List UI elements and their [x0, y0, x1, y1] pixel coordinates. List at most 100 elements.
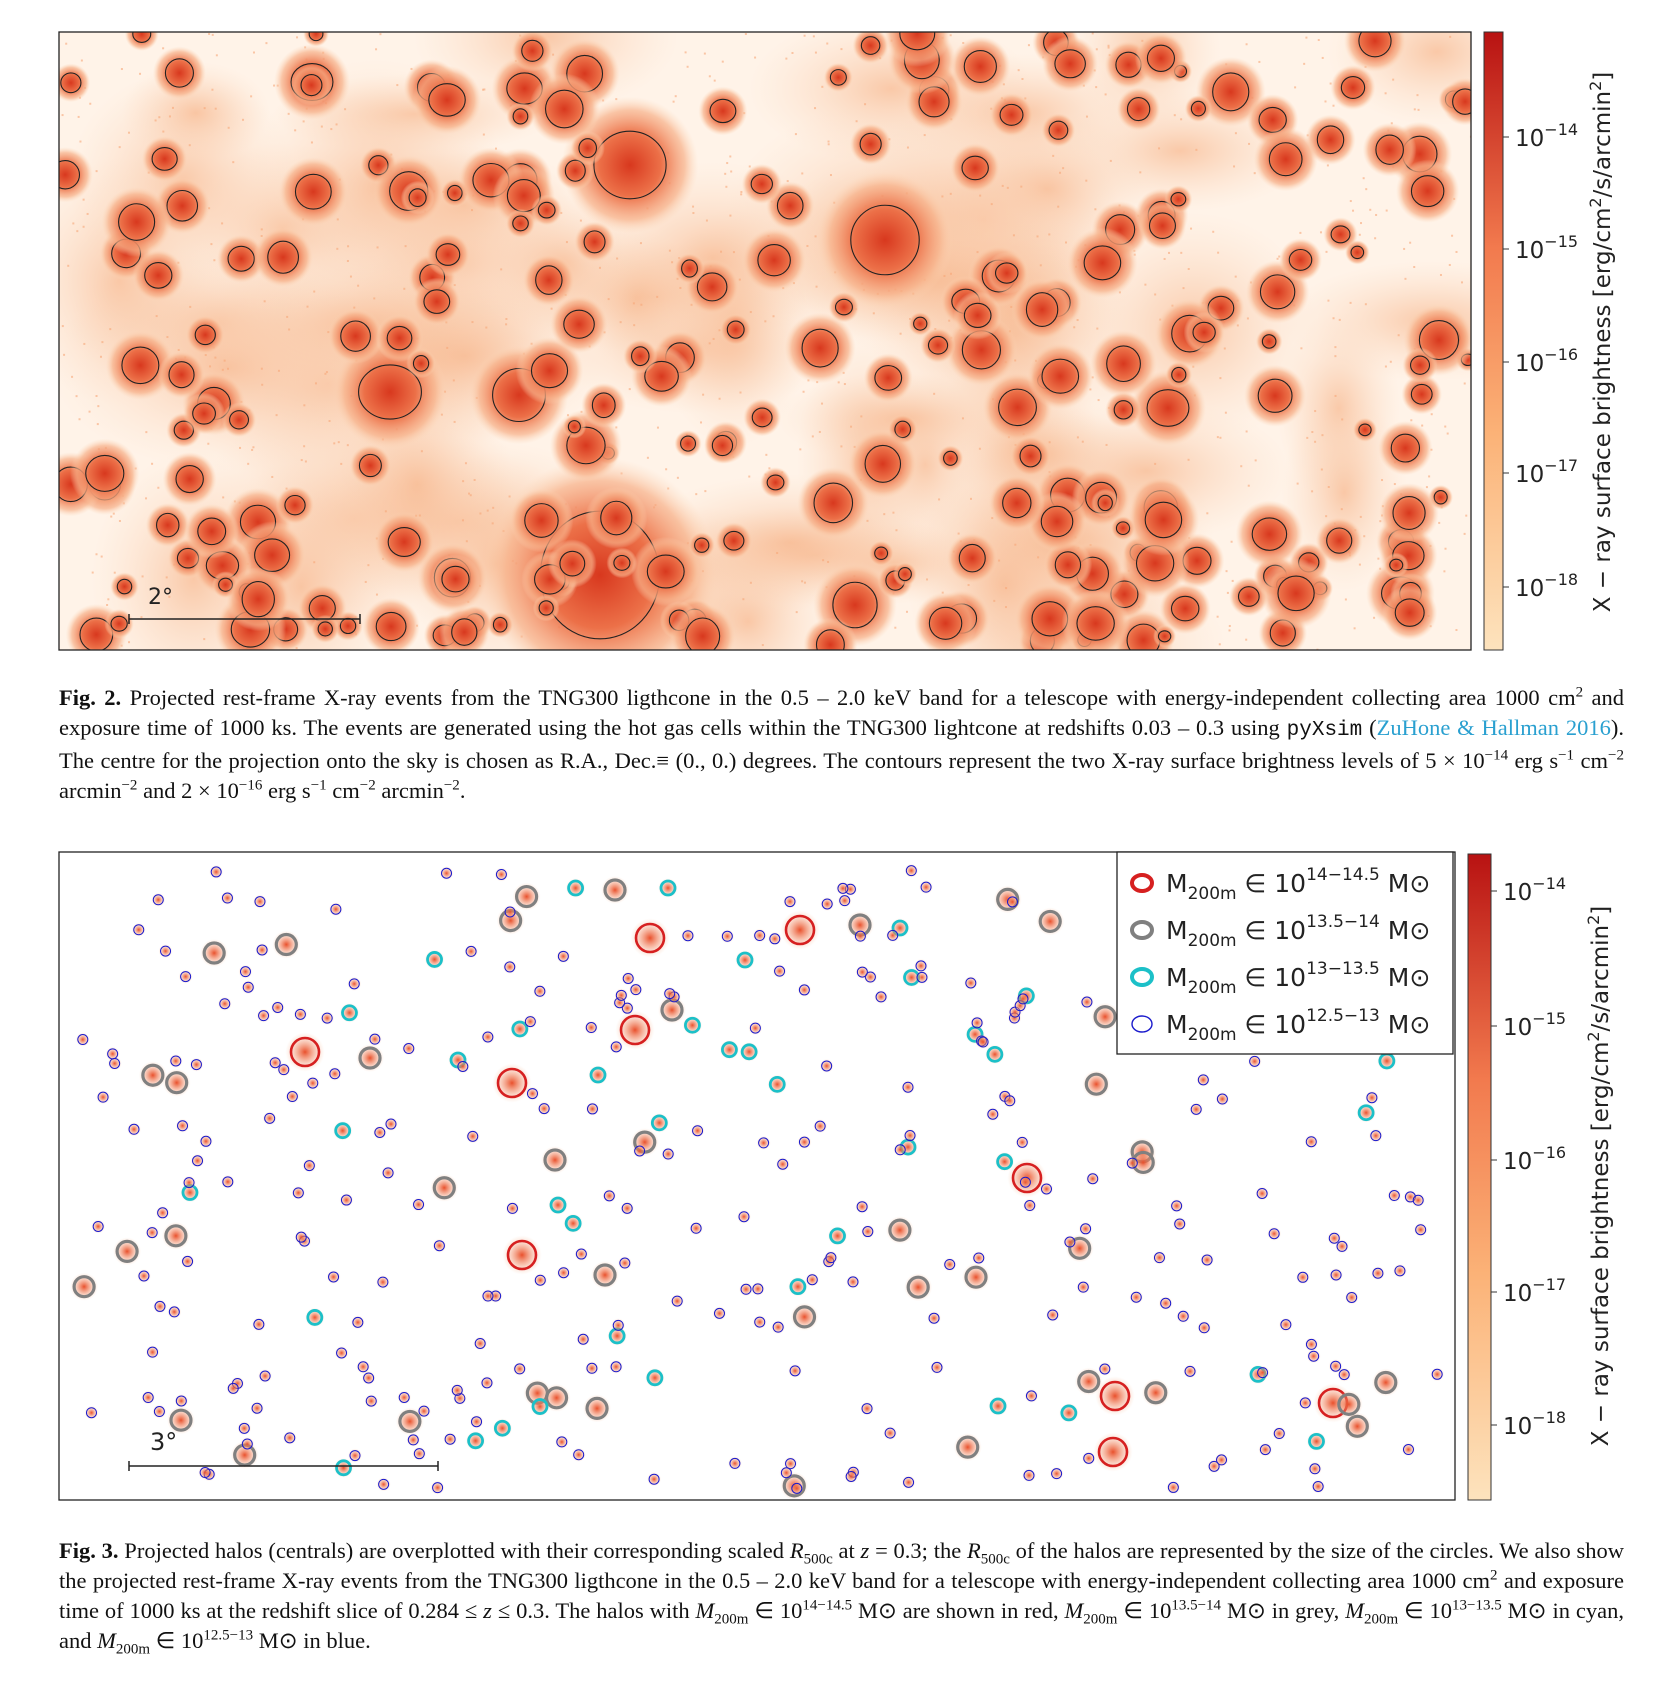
speckle [1340, 508, 1343, 511]
speckle [821, 402, 824, 405]
speckle [1455, 250, 1458, 253]
speckle [1107, 46, 1110, 49]
speckle [250, 95, 253, 98]
emission [1278, 238, 1323, 282]
halo [403, 1043, 415, 1055]
halo [142, 1392, 154, 1404]
halo [977, 1036, 989, 1048]
halo [556, 1436, 568, 1448]
speckle [628, 388, 631, 391]
speckle [505, 317, 508, 320]
speckle [75, 395, 78, 398]
caption-text: M [1064, 1598, 1084, 1623]
citation-link[interactable]: ZuHone & Hallman 2016 [1376, 715, 1611, 740]
contour [646, 554, 685, 589]
halo [575, 1248, 587, 1260]
contour [1268, 142, 1303, 177]
emission [1138, 201, 1187, 250]
speckle [814, 107, 817, 110]
speckle [330, 128, 333, 131]
contour [175, 465, 204, 494]
speckle [801, 580, 804, 583]
haze [1281, 393, 1408, 592]
tick-exponent: −16 [1544, 345, 1578, 364]
emission [950, 143, 1000, 193]
contour [1146, 389, 1190, 427]
speckle [1017, 69, 1020, 72]
speckle [705, 219, 708, 222]
halo [690, 1222, 702, 1234]
contour [121, 346, 160, 385]
speckle [168, 115, 171, 118]
speckle [749, 581, 752, 584]
contour [375, 611, 407, 642]
speckle [1052, 154, 1055, 157]
halo [238, 1422, 250, 1434]
halo [109, 1057, 121, 1069]
speckle [336, 218, 339, 221]
halo [531, 1398, 549, 1415]
speckle [1324, 100, 1327, 103]
caption-text: z [483, 1598, 492, 1623]
speckle [177, 348, 180, 351]
speckle [1448, 263, 1451, 266]
caption-text: 200m [115, 1641, 151, 1658]
contour [428, 83, 466, 117]
legend-sub: 200m [1188, 1025, 1237, 1045]
emission [849, 123, 892, 165]
emission [303, 32, 329, 47]
halo [931, 1361, 943, 1373]
halo [944, 1258, 956, 1270]
halo [1019, 1176, 1031, 1188]
speckle [420, 450, 423, 453]
speckle [251, 448, 254, 451]
speckle [367, 564, 370, 567]
tick-exponent: −17 [1544, 456, 1578, 475]
speckle [1325, 515, 1328, 518]
halo [1077, 1281, 1089, 1293]
speckle [855, 120, 858, 123]
contour [1251, 517, 1288, 551]
speckle [1384, 92, 1387, 95]
halo [538, 1103, 550, 1115]
contour [1212, 72, 1250, 112]
emission [852, 32, 889, 64]
contour [521, 39, 544, 62]
legend-sup: 13.5−14 [1306, 912, 1380, 932]
speckle [708, 342, 711, 345]
contour [1316, 125, 1345, 155]
halo [814, 1120, 826, 1132]
halo [875, 991, 887, 1003]
contour [156, 512, 180, 538]
halo [1038, 909, 1062, 934]
halo [328, 1271, 340, 1283]
speckle [166, 336, 169, 339]
speckle [1096, 327, 1099, 330]
speckle [1107, 44, 1110, 47]
emission [311, 614, 340, 644]
halo [713, 1307, 725, 1319]
halo [902, 1081, 914, 1093]
emission [561, 96, 699, 234]
halo [1431, 1368, 1443, 1380]
halo [1177, 1310, 1189, 1322]
halo [1370, 1130, 1382, 1142]
emission [585, 487, 648, 550]
contour [591, 392, 616, 419]
speckle [1004, 606, 1007, 609]
halo [515, 884, 539, 909]
speckle [674, 95, 677, 98]
caption-text: cm [1574, 748, 1609, 773]
halo [330, 903, 342, 915]
emission [349, 444, 392, 487]
speckle [1364, 303, 1367, 306]
emission [1352, 417, 1378, 443]
speckle [1097, 399, 1100, 402]
halo [335, 1459, 352, 1477]
halo [847, 1276, 859, 1288]
halo [141, 1063, 165, 1087]
emission [1010, 435, 1051, 477]
halo [474, 1337, 486, 1349]
emission [290, 64, 333, 106]
halo [1216, 1454, 1228, 1466]
